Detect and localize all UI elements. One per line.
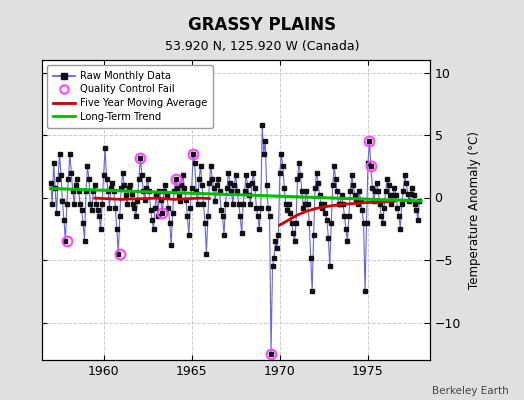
- Text: GRASSY PLAINS: GRASSY PLAINS: [188, 16, 336, 34]
- Legend: Raw Monthly Data, Quality Control Fail, Five Year Moving Average, Long-Term Tren: Raw Monthly Data, Quality Control Fail, …: [47, 65, 213, 128]
- Text: 53.920 N, 125.920 W (Canada): 53.920 N, 125.920 W (Canada): [165, 40, 359, 53]
- Y-axis label: Temperature Anomaly (°C): Temperature Anomaly (°C): [468, 131, 481, 289]
- Text: Berkeley Earth: Berkeley Earth: [432, 386, 508, 396]
